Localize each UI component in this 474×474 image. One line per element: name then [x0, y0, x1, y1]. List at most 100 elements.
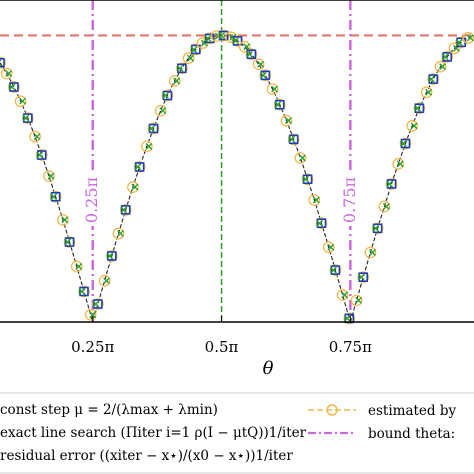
point-const-step-9 — [61, 216, 69, 224]
point-const-step-52 — [357, 273, 365, 281]
point-const-step-42 — [288, 135, 296, 143]
point-estimated-41 — [280, 114, 293, 127]
point-line-search-62 — [428, 74, 439, 84]
point-const-step-2 — [8, 83, 16, 91]
point-line-search-34 — [232, 36, 243, 46]
point-line-search-6 — [36, 150, 47, 160]
point-const-step-stroke — [259, 71, 267, 79]
point-estimated-39 — [266, 83, 279, 95]
point-const-step-47 — [327, 243, 335, 251]
point-const-step-64 — [441, 53, 449, 61]
point-const-step-stroke — [75, 263, 83, 271]
point-const-step-stroke — [131, 183, 139, 191]
point-const-step-35 — [243, 43, 251, 51]
legend-left-label-0: const step μ = 2/(λmax + λmin) — [0, 402, 218, 418]
point-const-step-17 — [117, 229, 124, 237]
point-estimated-11 — [70, 260, 83, 273]
point-const-step-stroke — [455, 38, 463, 46]
point-const-step-stroke — [382, 203, 390, 211]
point-const-step-14 — [92, 300, 100, 308]
point-estimated-65 — [448, 42, 461, 55]
point-line-search-26 — [177, 63, 187, 74]
point-estimated-20 — [133, 161, 146, 173]
point-estimated-8 — [49, 190, 62, 203]
point-line-search-8 — [50, 191, 61, 202]
point-const-step-36 — [245, 50, 253, 58]
legend-left-label-1: exact line search (Πiter i=1 ρ(I − μtQ))… — [0, 425, 307, 441]
point-line-search-0 — [0, 57, 5, 68]
point-estimated-57 — [392, 158, 405, 170]
point-const-step-stroke — [274, 101, 282, 109]
point-const-step-57 — [396, 160, 404, 168]
point-const-step-stroke — [302, 175, 310, 183]
point-estimated-56 — [385, 178, 398, 190]
point-estimated-0 — [0, 56, 6, 69]
point-const-step-stroke — [117, 229, 124, 237]
point-const-step-stroke — [103, 277, 111, 285]
point-const-step-51 — [355, 296, 363, 304]
point-estimated-63 — [434, 60, 447, 73]
point-const-step-stroke — [327, 243, 335, 251]
point-const-step-stroke — [8, 83, 16, 91]
point-estimated-42 — [287, 133, 300, 146]
point-const-step-stroke — [243, 43, 251, 51]
point-const-step-stroke — [120, 206, 128, 214]
point-const-step-stroke — [61, 216, 69, 224]
point-estimated-48 — [329, 264, 342, 276]
point-const-step-stroke — [19, 97, 27, 105]
point-estimated-44 — [301, 173, 314, 186]
point-line-search-64 — [442, 52, 453, 62]
point-estimated-46 — [315, 217, 328, 230]
point-const-step-7 — [47, 172, 55, 180]
point-estimated-36 — [245, 48, 258, 61]
point-const-step-stroke — [441, 53, 449, 61]
point-line-search-36 — [246, 49, 257, 60]
point-const-step-stroke — [399, 140, 407, 148]
legend-frame — [0, 392, 474, 474]
point-estimated-61 — [420, 86, 433, 99]
point-estimated-55 — [378, 200, 391, 213]
point-estimated-22 — [147, 122, 160, 135]
point-const-step-50 — [343, 314, 351, 322]
point-line-search-24 — [162, 90, 173, 101]
point-const-step-25 — [173, 77, 181, 85]
point-const-step-32 — [218, 32, 226, 40]
point-const-step-stroke — [204, 34, 212, 42]
point-estimated-9 — [57, 214, 69, 226]
point-estimated-28 — [189, 43, 202, 56]
point-estimated-30 — [203, 32, 216, 45]
point-const-step-45 — [312, 196, 320, 204]
axes: 0.25π 0.5π 0.75π θ — [0, 0, 474, 379]
point-const-step-59 — [410, 122, 418, 130]
point-const-step-stroke — [288, 135, 296, 143]
point-const-step-stroke — [176, 64, 184, 72]
point-const-step-stroke — [316, 219, 323, 227]
legend-right-label-1: bound theta: — [368, 426, 455, 442]
point-const-step-stroke — [232, 37, 240, 45]
point-const-step-30 — [204, 34, 212, 42]
point-const-step-stroke — [22, 114, 30, 122]
point-const-step-44 — [302, 175, 310, 183]
point-estimated-4 — [21, 112, 34, 124]
point-const-step-stroke — [329, 266, 337, 274]
point-const-step-stroke — [298, 154, 306, 162]
point-const-step-stroke — [396, 160, 404, 168]
point-estimated-37 — [252, 58, 265, 71]
point-const-step-4 — [22, 114, 30, 122]
point-line-search-14 — [93, 299, 103, 309]
point-estimated-14 — [92, 298, 104, 310]
point-estimated-13 — [84, 308, 97, 321]
point-const-step-stroke — [355, 296, 363, 304]
point-const-step-stroke — [89, 311, 97, 319]
point-const-step-60 — [413, 104, 421, 112]
point-estimated-35 — [238, 40, 251, 53]
point-estimated-40 — [273, 98, 286, 111]
point-const-step-58 — [399, 140, 407, 148]
point-const-step-12 — [78, 287, 86, 295]
point-const-step-stroke — [173, 77, 181, 85]
point-const-step-66 — [455, 38, 463, 46]
point-estimated-27 — [182, 52, 195, 65]
point-estimated-23 — [154, 104, 167, 117]
point-const-step-stroke — [425, 88, 433, 96]
x-axis-label: θ — [263, 358, 274, 379]
